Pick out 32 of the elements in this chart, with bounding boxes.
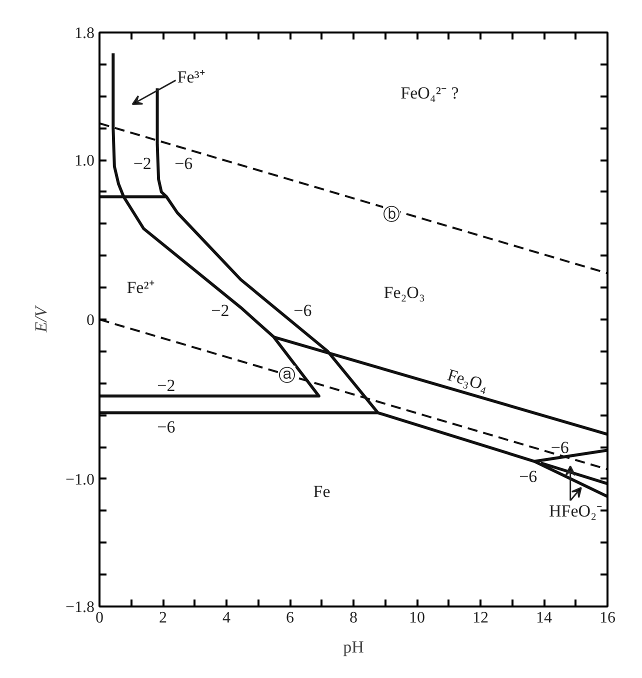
- x-axis-title: pH: [343, 638, 364, 656]
- y-tick-label: 1.8: [74, 25, 94, 42]
- annotation: −6: [519, 466, 538, 486]
- annotation: −6: [294, 300, 312, 320]
- annotation: −2: [211, 300, 230, 320]
- x-tick-label: 8: [350, 610, 358, 626]
- x-tick-label: 12: [472, 610, 488, 626]
- x-tick-label: 2: [159, 610, 167, 626]
- x-tick-label: 4: [222, 610, 230, 626]
- x-tick-label: 14: [536, 610, 552, 626]
- annotation: HFeO₂⁻: [549, 501, 602, 520]
- x-tick-label: 6: [286, 610, 294, 626]
- annotation: −6: [550, 438, 569, 458]
- annotation: −2: [133, 154, 152, 174]
- y-tick-label: −1.0: [65, 471, 95, 488]
- annotation: Fe³⁺: [177, 68, 206, 87]
- x-tick-label: 10: [409, 610, 425, 626]
- annotation: Fe: [313, 482, 330, 502]
- annotation: Fe₂O₃: [384, 282, 425, 302]
- annotation: ⓑ: [383, 204, 400, 224]
- annotation: −6: [174, 154, 193, 174]
- annotation: Fe₃O₄: [445, 365, 490, 395]
- annotation: Fe²⁺: [126, 278, 155, 298]
- annotation: −6: [157, 417, 176, 436]
- x-tick-label: 16: [600, 610, 616, 626]
- annotation: ⓐ: [278, 366, 296, 385]
- y-axis-title: E/V: [31, 304, 50, 334]
- y-tick-label: 1.0: [74, 152, 94, 170]
- y-tick-label: −1.8: [65, 599, 95, 616]
- y-tick-label: 0: [86, 312, 94, 329]
- annotation: FeO₄²⁻ ?: [400, 84, 459, 103]
- annotation: −2: [157, 376, 176, 395]
